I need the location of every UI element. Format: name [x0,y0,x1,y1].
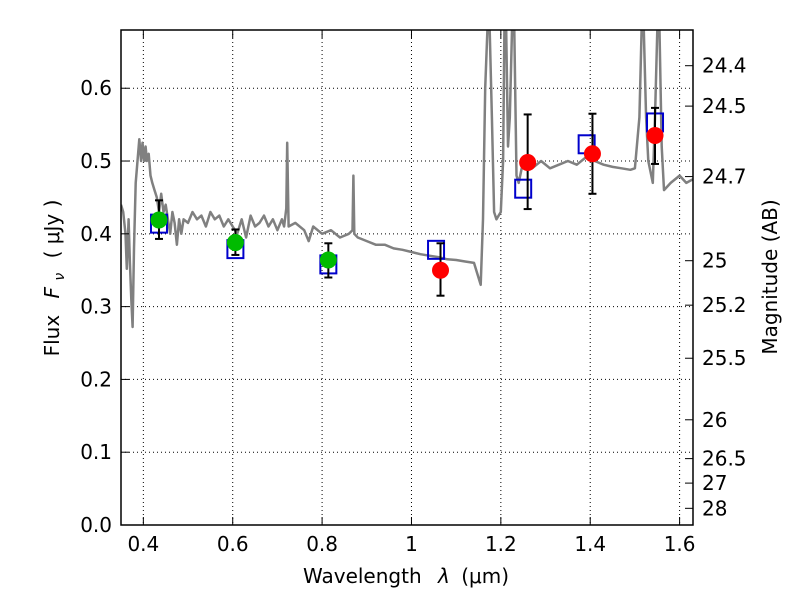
y2-tick-label: 26 [702,408,727,432]
tick-marks-and-labels: 0.4 0.6 0.8 1 1.2 1.4 1.6 0.0 0.1 0.2 0.3 0.4 0.5 0.6… [80,30,747,556]
x-tick-label: 1.4 [574,532,606,556]
axes-frame [120,29,694,526]
y-tick-label: 0.4 [80,222,112,246]
x-axis-label-main: Wavelength [303,564,422,588]
y-tick-label: 0.5 [80,149,112,173]
x-axis-label-unit: (μm) [461,564,509,588]
photometry-points-layer [149,106,665,297]
optical-observed-point [226,234,244,252]
model-photometry-square [427,239,446,260]
nir-observed-point [432,261,450,279]
x-tick-label: 1.6 [664,532,696,556]
x-tick-label: 0.6 [217,532,249,556]
y2-axis-label: Magnitude (AB) [758,199,782,354]
y-axis-label-unit: ( μJy ) [40,200,64,259]
y-tick-label: 0.6 [80,76,112,100]
y-tick-label: 0.3 [80,295,112,319]
x-tick-label: 1 [405,532,418,556]
y-tick-label: 0.2 [80,367,112,391]
y2-tick-label: 27 [702,471,727,495]
x-axis-label-symbol: λ [437,564,450,588]
optical-observed-point [150,211,168,229]
y2-tick-label: 24.4 [702,54,747,78]
nir-observed-point [646,127,664,145]
y2-tick-label: 24.5 [702,94,747,118]
y2-tick-label: 25.2 [702,293,747,317]
y2-tick-label: 28 [702,496,727,520]
y2-tick-label: 24.7 [702,165,747,189]
x-tick-label: 1.2 [485,532,517,556]
x-axis-label: Wavelength λ (μm) [303,564,509,588]
y-axis-label-main: Flux [40,315,64,357]
y-tick-label: 0.1 [80,440,112,464]
model-photometry-square [514,178,533,199]
optical-observed-point [319,251,337,269]
y-axis-label: Flux F ν ( μJy ) [40,200,69,357]
y2-tick-label: 25.5 [702,346,747,370]
y-tick-label: 0.0 [80,513,112,537]
nir-observed-point [519,153,537,171]
plot-frame [120,29,694,526]
x-tick-label: 0.8 [306,532,338,556]
y2-tick-label: 25 [702,249,727,273]
nir-observed-point [583,145,601,163]
y-axis-label-subscript: ν [52,273,68,281]
y-axis-label-symbol: F [40,286,64,298]
x-tick-label: 0.4 [127,532,159,556]
y2-tick-label: 26.5 [702,447,747,471]
